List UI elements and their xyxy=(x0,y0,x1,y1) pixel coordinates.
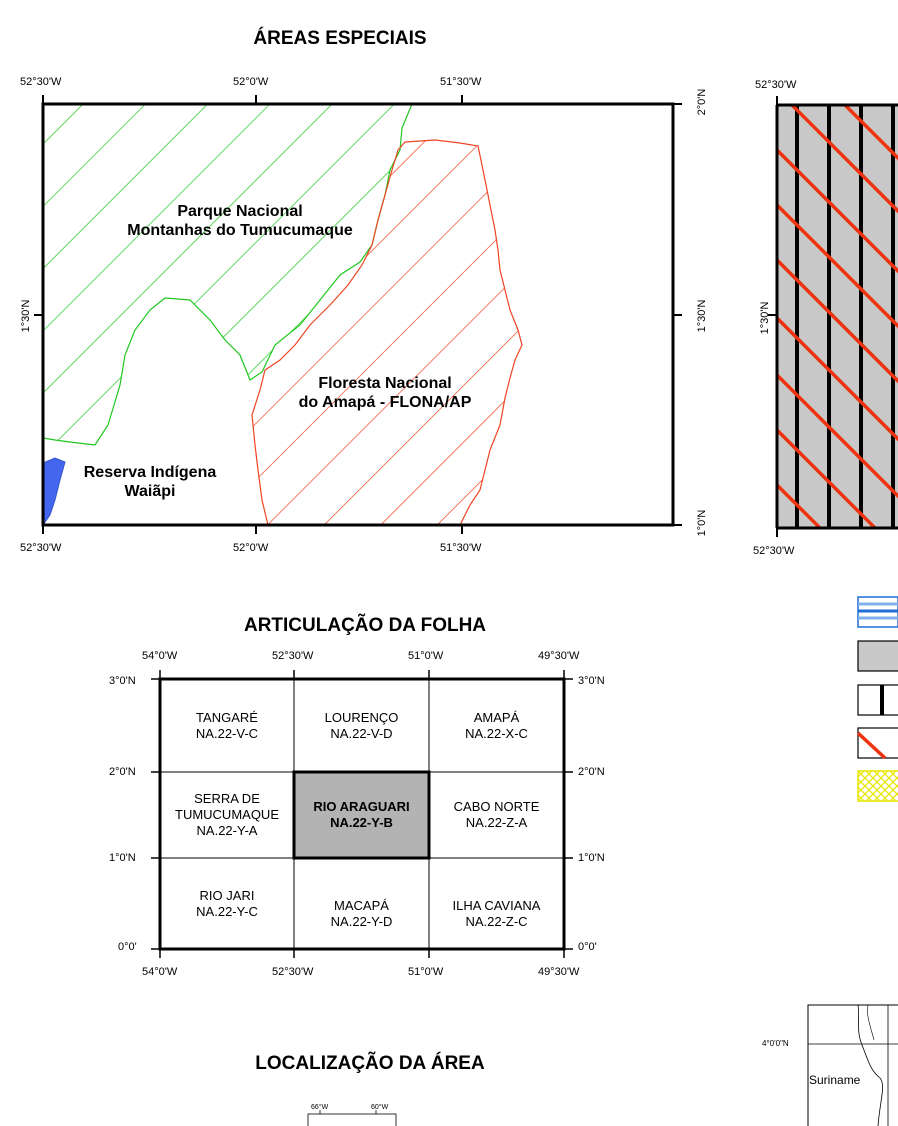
legend-gray-swatch xyxy=(857,640,898,672)
sheet-cabo-norte: CABO NORTE NA.22-Z-A xyxy=(429,772,564,858)
inset-map xyxy=(807,1004,898,1126)
inset-country-label: Suriname xyxy=(809,1073,861,1087)
sheet-name: CABO NORTE xyxy=(453,799,540,814)
artic-bottom-tick-1: 54°0'W xyxy=(142,966,178,978)
sheet-name: RIO JARI xyxy=(199,887,255,903)
articulacao-title: ARTICULAÇÃO DA FOLHA xyxy=(243,615,487,636)
parque-nacional-label: Parque Nacional Montanhas do Tumucumaque xyxy=(50,202,430,240)
sheet-rio-jari: RIO JARI NA.22-Y-C xyxy=(160,858,294,949)
sheet-macapa: MACAPÁ NA.22-Y-D xyxy=(294,868,429,959)
floresta-nacional-area xyxy=(251,139,523,525)
areas-bottom-tick-3: 51°30'W xyxy=(440,542,482,554)
legend-red-hatch-swatch xyxy=(857,727,898,759)
second-map-stripes xyxy=(777,105,898,528)
artic-right-tick-1: 3°0'N xyxy=(578,675,605,687)
areas-especiais-title: ÁREAS ESPECIAIS xyxy=(253,28,427,49)
artic-bottom-tick-4: 49°30'W xyxy=(538,966,580,978)
areas-especiais-map xyxy=(34,95,682,534)
sheet-name: AMAPÁ xyxy=(473,709,520,725)
second-map xyxy=(768,96,898,537)
sheet-amapa: AMAPÁ NA.22-X-C xyxy=(429,679,564,772)
areas-top-tick-3: 51°30'W xyxy=(440,76,482,88)
loc-tick-66w: 66°W xyxy=(311,1104,329,1111)
artic-left-tick-2: 2°0'N xyxy=(109,766,136,778)
inset-lat-label: 4°0'0"N xyxy=(762,1039,789,1048)
sheet-rio-araguari: RIO ARAGUARI NA.22-Y-B xyxy=(294,772,429,858)
areas-top-tick-2: 52°0'W xyxy=(233,76,269,88)
loc-tick-60w: 60°W xyxy=(371,1104,389,1111)
second-map-top-tick: 52°30'W xyxy=(755,79,797,91)
artic-top-tick-4: 49°30'W xyxy=(538,650,580,662)
artic-left-tick-3: 1°0'N xyxy=(109,852,136,864)
sheet-code: NA.22-V-C xyxy=(195,725,259,741)
legend-yellow-hatch-swatch xyxy=(857,770,898,802)
sheet-code: NA.22-Y-D xyxy=(330,913,393,929)
sheet-serra-de-tumucumaque: SERRA DE TUMUCUMAQUE NA.22-Y-A xyxy=(160,772,294,858)
legend-river-swatch xyxy=(857,596,898,628)
sheet-name: TANGARÉ xyxy=(196,709,258,725)
sheet-code: NA.22-Y-B xyxy=(330,815,393,830)
sheet-name: LOURENÇO xyxy=(324,709,399,725)
second-map-bottom-tick: 52°30'W xyxy=(753,545,795,557)
artic-left-tick-4: 0°0' xyxy=(118,941,137,953)
sheet-code: NA.22-Z-C xyxy=(465,913,528,929)
parque-label-line2: Montanhas do Tumucumaque xyxy=(127,222,353,239)
artic-right-tick-3: 1°0'N xyxy=(578,852,605,864)
floresta-label-line2: do Amapá - FLONA/AP xyxy=(298,394,472,411)
articulacao-grid xyxy=(151,670,573,958)
floresta-nacional-label: Floresta Nacional do Amapá - FLONA/AP xyxy=(240,374,530,412)
legend-stripe-swatch xyxy=(857,684,898,716)
sheet-name: SERRA DE TUMUCUMAQUE xyxy=(175,791,279,822)
artic-bottom-tick-3: 51°0'W xyxy=(408,966,444,978)
sheet-code: NA.22-Y-A xyxy=(196,823,258,838)
areas-bottom-tick-1: 52°30'W xyxy=(20,542,62,554)
parque-label-line1: Parque Nacional xyxy=(177,203,303,220)
sheet-code: NA.22-V-D xyxy=(330,725,393,741)
sheet-code: NA.22-Y-C xyxy=(196,903,258,919)
artic-right-tick-2: 2°0'N xyxy=(578,766,605,778)
artic-bottom-tick-2: 52°30'W xyxy=(272,966,314,978)
floresta-label-line1: Floresta Nacional xyxy=(318,375,452,392)
artic-top-tick-2: 52°30'W xyxy=(272,650,314,662)
reserva-indigena-label: Reserva Indígena Waiãpi xyxy=(60,463,240,501)
areas-top-tick-1: 52°30'W xyxy=(20,76,62,88)
sheet-ilha-caviana: ILHA CAVIANA NA.22-Z-C xyxy=(429,868,564,959)
sheet-lourenco: LOURENÇO NA.22-V-D xyxy=(294,679,429,772)
artic-top-tick-1: 54°0'W xyxy=(142,650,178,662)
localizacao-map-frame xyxy=(307,1110,397,1126)
selected-sheet-fill xyxy=(294,772,429,858)
artic-right-tick-4: 0°0' xyxy=(578,941,597,953)
sheet-code: NA.22-X-C xyxy=(465,725,528,741)
localizacao-title: LOCALIZAÇÃO DA ÁREA xyxy=(255,1053,485,1074)
sheet-name: ILHA CAVIANA xyxy=(452,897,541,913)
artic-top-tick-3: 51°0'W xyxy=(408,650,444,662)
reserva-label-line2: Waiãpi xyxy=(124,483,176,500)
sheet-name: RIO ARAGUARI xyxy=(313,799,410,814)
sheet-name: MACAPÁ xyxy=(334,897,389,913)
areas-bottom-tick-2: 52°0'W xyxy=(233,542,269,554)
sheet-tangare: TANGARÉ NA.22-V-C xyxy=(160,679,294,772)
artic-left-tick-1: 3°0'N xyxy=(109,675,136,687)
sheet-code: NA.22-Z-A xyxy=(465,815,528,830)
reserva-label-line1: Reserva Indígena xyxy=(83,464,217,481)
